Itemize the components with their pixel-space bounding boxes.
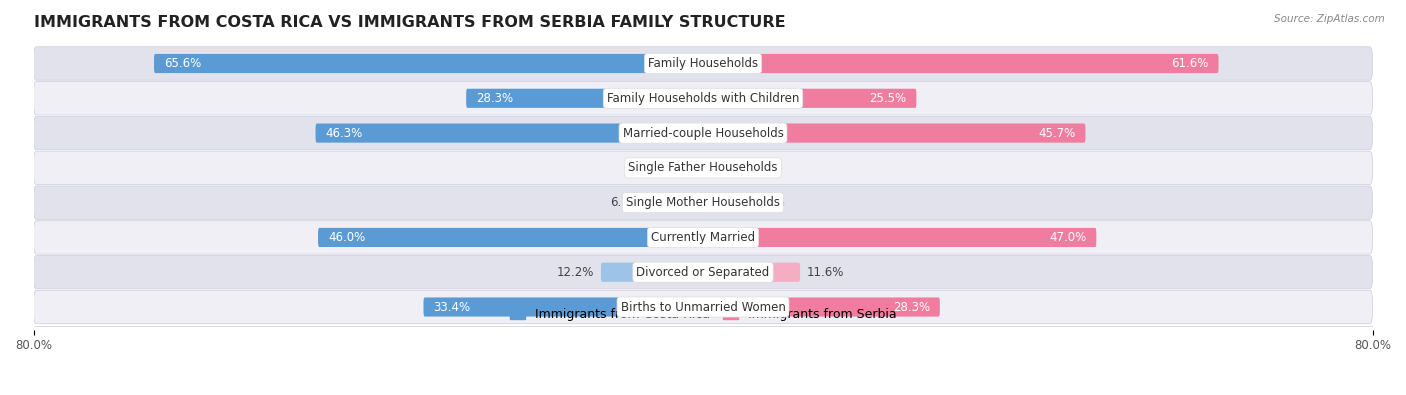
Text: 61.6%: 61.6% <box>1171 57 1209 70</box>
FancyBboxPatch shape <box>423 297 703 316</box>
Text: Family Households with Children: Family Households with Children <box>607 92 799 105</box>
FancyBboxPatch shape <box>34 221 1372 254</box>
Text: Births to Unmarried Women: Births to Unmarried Women <box>620 301 786 314</box>
Text: 46.0%: 46.0% <box>328 231 366 244</box>
FancyBboxPatch shape <box>34 186 1372 219</box>
Text: 47.0%: 47.0% <box>1049 231 1087 244</box>
FancyBboxPatch shape <box>34 117 1372 150</box>
Text: Family Households: Family Households <box>648 57 758 70</box>
Text: 46.3%: 46.3% <box>326 126 363 139</box>
Text: Single Father Households: Single Father Households <box>628 162 778 174</box>
Text: 12.2%: 12.2% <box>557 266 595 279</box>
Text: 65.6%: 65.6% <box>165 57 201 70</box>
FancyBboxPatch shape <box>683 158 703 177</box>
Text: 2.4%: 2.4% <box>647 162 676 174</box>
FancyBboxPatch shape <box>34 256 1372 289</box>
FancyBboxPatch shape <box>703 54 1219 73</box>
Text: IMMIGRANTS FROM COSTA RICA VS IMMIGRANTS FROM SERBIA FAMILY STRUCTURE: IMMIGRANTS FROM COSTA RICA VS IMMIGRANTS… <box>34 15 785 30</box>
FancyBboxPatch shape <box>34 82 1372 115</box>
FancyBboxPatch shape <box>315 124 703 143</box>
Text: 5.4%: 5.4% <box>755 196 785 209</box>
FancyBboxPatch shape <box>703 89 917 108</box>
FancyBboxPatch shape <box>34 151 1372 184</box>
FancyBboxPatch shape <box>155 54 703 73</box>
Legend: Immigrants from Costa Rica, Immigrants from Serbia: Immigrants from Costa Rica, Immigrants f… <box>505 303 901 326</box>
Text: 28.3%: 28.3% <box>477 92 513 105</box>
Text: 45.7%: 45.7% <box>1038 126 1076 139</box>
FancyBboxPatch shape <box>34 47 1372 80</box>
FancyBboxPatch shape <box>703 124 1085 143</box>
FancyBboxPatch shape <box>34 290 1372 324</box>
FancyBboxPatch shape <box>703 228 1097 247</box>
Text: Married-couple Households: Married-couple Households <box>623 126 783 139</box>
FancyBboxPatch shape <box>647 193 703 212</box>
FancyBboxPatch shape <box>703 193 748 212</box>
Text: 25.5%: 25.5% <box>869 92 907 105</box>
Text: 33.4%: 33.4% <box>433 301 471 314</box>
Text: Single Mother Households: Single Mother Households <box>626 196 780 209</box>
FancyBboxPatch shape <box>318 228 703 247</box>
FancyBboxPatch shape <box>467 89 703 108</box>
Text: 11.6%: 11.6% <box>807 266 844 279</box>
Text: 2.0%: 2.0% <box>727 162 756 174</box>
FancyBboxPatch shape <box>703 297 939 316</box>
FancyBboxPatch shape <box>600 263 703 282</box>
Text: Divorced or Separated: Divorced or Separated <box>637 266 769 279</box>
Text: Source: ZipAtlas.com: Source: ZipAtlas.com <box>1274 14 1385 24</box>
Text: 28.3%: 28.3% <box>893 301 929 314</box>
FancyBboxPatch shape <box>703 158 720 177</box>
FancyBboxPatch shape <box>703 263 800 282</box>
Text: Currently Married: Currently Married <box>651 231 755 244</box>
Text: 6.7%: 6.7% <box>610 196 640 209</box>
